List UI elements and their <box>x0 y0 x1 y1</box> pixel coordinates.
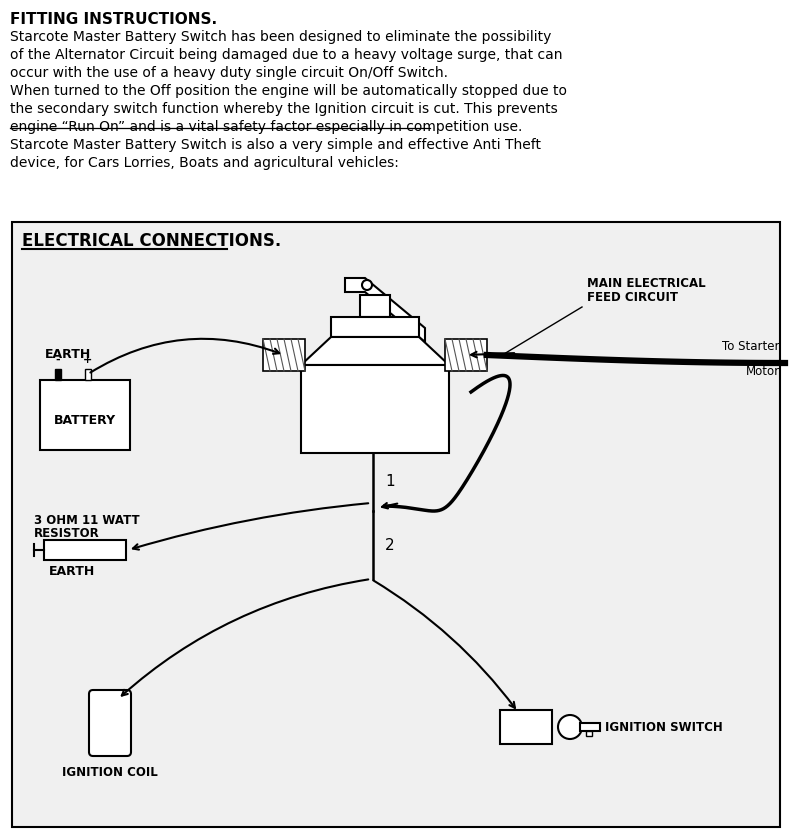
Text: FITTING INSTRUCTIONS.: FITTING INSTRUCTIONS. <box>10 12 217 27</box>
Text: RESISTOR: RESISTOR <box>34 527 100 540</box>
Text: When turned to the Off position the engine will be automatically stopped due to: When turned to the Off position the engi… <box>10 84 567 98</box>
Text: IGNITION SWITCH: IGNITION SWITCH <box>605 721 723 733</box>
Text: Starcote Master Battery Switch is also a very simple and effective Anti Theft: Starcote Master Battery Switch is also a… <box>10 138 541 152</box>
Bar <box>331 317 419 337</box>
Text: the secondary switch function whereby the Ignition circuit is cut. This prevents: the secondary switch function whereby th… <box>10 102 557 116</box>
Text: occur with the use of a heavy duty single circuit On/Off Switch.: occur with the use of a heavy duty singl… <box>10 66 448 80</box>
Bar <box>12 222 780 827</box>
Text: ELECTRICAL CONNECTIONS.: ELECTRICAL CONNECTIONS. <box>22 232 281 250</box>
Text: EARTH: EARTH <box>45 348 91 361</box>
Text: BATTERY: BATTERY <box>54 413 116 427</box>
Bar <box>40 380 130 450</box>
Text: MAIN ELECTRICAL: MAIN ELECTRICAL <box>587 277 706 290</box>
Polygon shape <box>345 278 425 342</box>
Text: EARTH: EARTH <box>49 565 95 578</box>
Text: +: + <box>83 355 93 365</box>
Bar <box>301 365 449 453</box>
Bar <box>580 723 600 731</box>
Circle shape <box>362 280 372 290</box>
Bar <box>44 540 126 560</box>
Bar <box>360 295 390 317</box>
Text: 3 OHM 11 WATT: 3 OHM 11 WATT <box>34 514 140 527</box>
Text: 2: 2 <box>385 537 395 552</box>
Text: 1: 1 <box>385 473 395 489</box>
Text: IGNITION COIL: IGNITION COIL <box>62 766 158 779</box>
Bar <box>445 339 487 371</box>
Text: -: - <box>56 355 60 365</box>
FancyBboxPatch shape <box>89 690 131 756</box>
Bar <box>85 369 91 380</box>
Bar <box>586 731 592 736</box>
Text: FEED CIRCUIT: FEED CIRCUIT <box>587 291 678 304</box>
Circle shape <box>558 715 582 739</box>
Polygon shape <box>301 337 449 365</box>
Text: device, for Cars Lorries, Boats and agricultural vehicles:: device, for Cars Lorries, Boats and agri… <box>10 156 399 170</box>
Text: Motor: Motor <box>746 365 780 378</box>
Text: To Starter: To Starter <box>723 340 780 353</box>
Bar <box>263 339 305 371</box>
Bar <box>500 710 552 744</box>
Text: of the Alternator Circuit being damaged due to a heavy voltage surge, that can: of the Alternator Circuit being damaged … <box>10 48 562 62</box>
Text: Starcote Master Battery Switch has been designed to eliminate the possibility: Starcote Master Battery Switch has been … <box>10 30 551 44</box>
Text: engine “Run On” and is a vital safety factor especially in competition use.: engine “Run On” and is a vital safety fa… <box>10 120 522 134</box>
Bar <box>55 369 61 380</box>
